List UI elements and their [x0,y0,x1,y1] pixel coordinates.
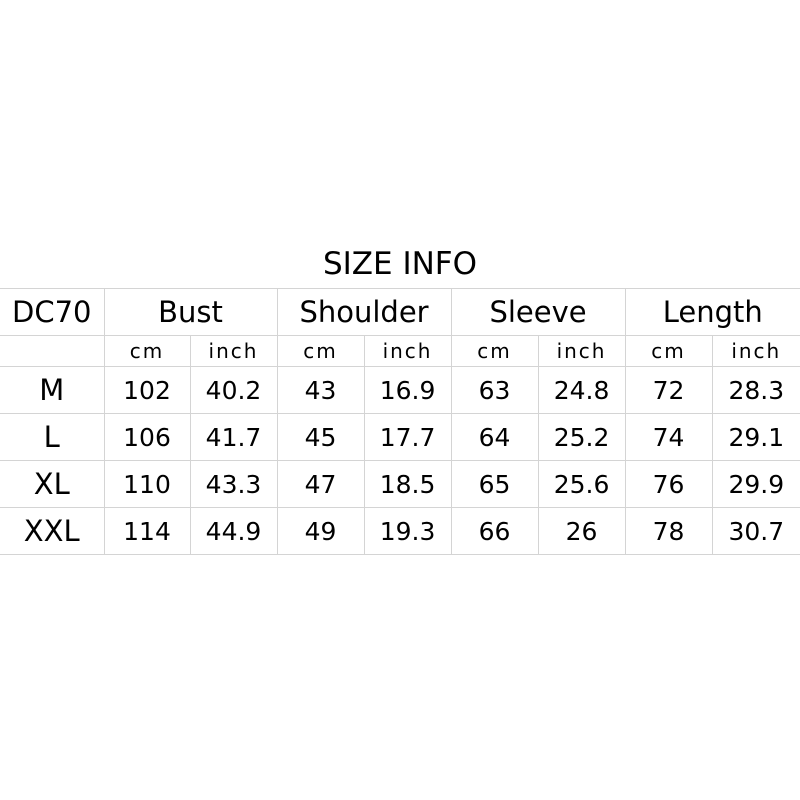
header-shoulder: Shoulder [276,288,452,336]
value-cell: 45 [276,413,365,461]
value-cell: 17.7 [363,413,452,461]
value-cell: 74 [624,413,713,461]
value-cell: 18.5 [363,460,452,508]
unit-cm: cm [276,335,365,367]
value-cell: 19.3 [363,507,452,555]
empty-cell [0,335,105,367]
size-label: XL [0,460,105,508]
table-row: L 106 41.7 45 17.7 64 25.2 74 29.1 [0,413,800,461]
value-cell: 110 [103,460,191,508]
value-cell: 78 [624,507,713,555]
value-cell: 40.2 [189,366,278,414]
value-cell: 106 [103,413,191,461]
value-cell: 49 [276,507,365,555]
header-row: DC70 Bust Shoulder Sleeve Length [0,288,800,336]
value-cell: 43 [276,366,365,414]
unit-inch: inch [537,335,626,367]
size-table: DC70 Bust Shoulder Sleeve Length cm inch… [0,288,800,555]
value-cell: 25.6 [537,460,626,508]
value-cell: 30.7 [711,507,800,555]
value-cell: 72 [624,366,713,414]
size-label: L [0,413,105,461]
unit-inch: inch [711,335,800,367]
value-cell: 41.7 [189,413,278,461]
value-cell: 47 [276,460,365,508]
header-sleeve: Sleeve [450,288,626,336]
chart-title: SIZE INFO [322,246,478,282]
units-row: cm inch cm inch cm inch cm inch [0,335,800,367]
value-cell: 26 [537,507,626,555]
value-cell: 29.1 [711,413,800,461]
value-cell: 16.9 [363,366,452,414]
value-cell: 43.3 [189,460,278,508]
value-cell: 29.9 [711,460,800,508]
unit-inch: inch [189,335,278,367]
size-label: M [0,366,105,414]
unit-cm: cm [103,335,191,367]
value-cell: 102 [103,366,191,414]
header-length: Length [624,288,800,336]
unit-cm: cm [624,335,713,367]
value-cell: 114 [103,507,191,555]
value-cell: 28.3 [711,366,800,414]
value-cell: 66 [450,507,539,555]
value-cell: 63 [450,366,539,414]
unit-inch: inch [363,335,452,367]
unit-cm: cm [450,335,539,367]
table-row: XL 110 43.3 47 18.5 65 25.6 76 29.9 [0,460,800,508]
table-row: XXL 114 44.9 49 19.3 66 26 78 30.7 [0,507,800,555]
value-cell: 25.2 [537,413,626,461]
value-cell: 24.8 [537,366,626,414]
value-cell: 44.9 [189,507,278,555]
header-bust: Bust [103,288,278,336]
value-cell: 64 [450,413,539,461]
value-cell: 76 [624,460,713,508]
size-label: XXL [0,507,105,555]
model-cell: DC70 [0,288,105,336]
value-cell: 65 [450,460,539,508]
table-row: M 102 40.2 43 16.9 63 24.8 72 28.3 [0,366,800,414]
